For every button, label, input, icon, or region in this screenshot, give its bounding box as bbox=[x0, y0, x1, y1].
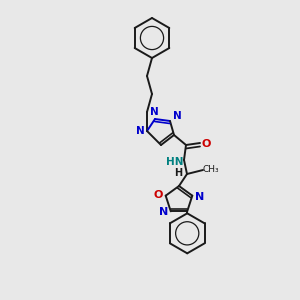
Text: N: N bbox=[150, 107, 158, 117]
Text: N: N bbox=[159, 207, 168, 217]
Text: N: N bbox=[172, 111, 182, 121]
Text: N: N bbox=[195, 192, 204, 202]
Text: O: O bbox=[201, 139, 211, 149]
Text: HN: HN bbox=[166, 157, 184, 167]
Text: H: H bbox=[174, 168, 182, 178]
Text: N: N bbox=[136, 126, 144, 136]
Text: O: O bbox=[154, 190, 164, 200]
Text: CH₃: CH₃ bbox=[203, 164, 219, 173]
